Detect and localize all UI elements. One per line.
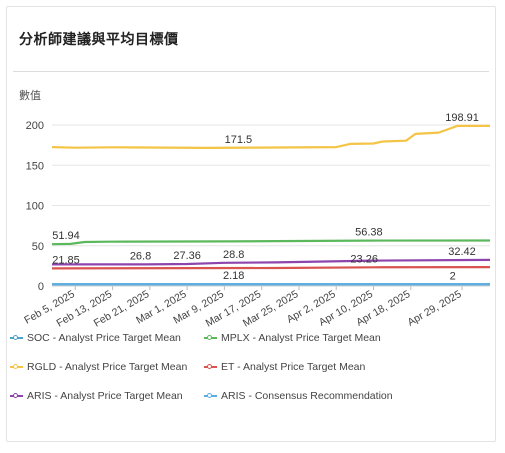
legend-label: ET - Analyst Price Target Mean <box>221 361 366 373</box>
data-label: 171.5 <box>225 134 253 146</box>
series-line-3 <box>51 266 491 270</box>
legend-marker-icon <box>10 363 23 371</box>
legend-label: ARIS - Consensus Recommendation <box>221 390 393 402</box>
chart-card: 分析師建議與平均目標價 數值 <box>6 6 496 442</box>
y-tick-label: 150 <box>26 160 44 172</box>
legend-label: ARIS - Analyst Price Target Mean <box>27 390 183 402</box>
data-label: 26.8 <box>130 250 151 262</box>
legend-marker-icon <box>204 334 217 342</box>
legend-label: SOC - Analyst Price Target Mean <box>27 332 181 344</box>
legend-item[interactable]: MPLX - Analyst Price Target Mean <box>204 332 381 344</box>
y-tick-label: 100 <box>26 201 44 213</box>
legend-item[interactable]: ARIS - Analyst Price Target Mean <box>10 390 183 402</box>
legend-marker-icon <box>10 334 23 342</box>
y-axis-label: 數值 <box>19 89 41 102</box>
legend-label: RGLD - Analyst Price Target Mean <box>27 361 188 373</box>
data-label: 56.38 <box>355 227 383 239</box>
legend-marker-icon <box>204 392 217 400</box>
data-label: 32.42 <box>448 246 476 258</box>
series-line-1 <box>51 239 491 246</box>
y-tick-label: 0 <box>38 281 44 293</box>
series-line-2 <box>51 124 490 149</box>
y-tick-label: 200 <box>26 120 44 132</box>
chart-title: 分析師建議與平均目標價 <box>19 32 179 48</box>
data-label: 51.94 <box>52 230 80 242</box>
data-label: 21.85 <box>52 254 80 266</box>
legend-label: MPLX - Analyst Price Target Mean <box>221 332 381 344</box>
x-tick-label: Apr 29, 2025 <box>405 288 463 329</box>
data-label: 27.36 <box>173 250 201 262</box>
legend-item[interactable]: ET - Analyst Price Target Mean <box>204 361 365 373</box>
data-label: 2 <box>450 270 456 282</box>
data-label: 28.8 <box>223 249 244 261</box>
series-line-4 <box>52 258 491 266</box>
y-tick-label: 50 <box>32 241 44 253</box>
title-divider <box>13 71 489 72</box>
legend-item[interactable]: SOC - Analyst Price Target Mean <box>10 332 181 344</box>
legend-item[interactable]: ARIS - Consensus Recommendation <box>204 390 393 402</box>
data-label: 198.91 <box>445 112 479 124</box>
legend-marker-icon <box>10 392 23 400</box>
legend-marker-icon <box>204 363 217 371</box>
data-label: 2.18 <box>223 270 244 282</box>
data-label: 23.26 <box>350 253 378 265</box>
legend-item[interactable]: RGLD - Analyst Price Target Mean <box>10 361 187 373</box>
